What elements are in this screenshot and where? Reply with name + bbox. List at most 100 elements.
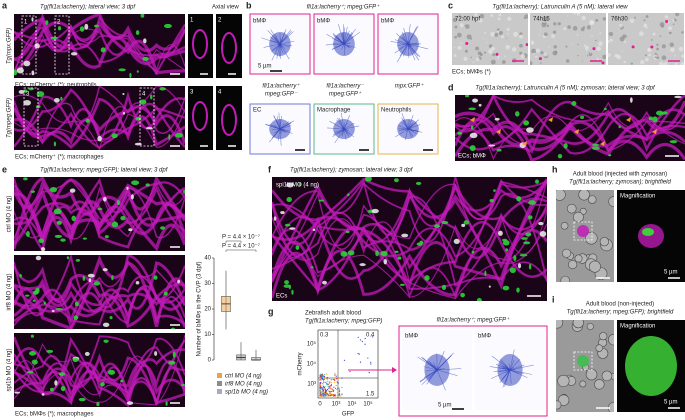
vessel — [455, 112, 685, 152]
image-content — [608, 13, 684, 65]
vessel — [455, 101, 685, 161]
texture — [551, 34, 555, 39]
cell — [93, 281, 100, 286]
image-background — [216, 86, 242, 150]
panel-title: fli1a:lacherry⁺; mpeg:GFP⁺ — [307, 4, 381, 11]
cell — [145, 183, 150, 187]
cell — [60, 96, 63, 101]
texture — [543, 52, 548, 57]
vessel — [14, 86, 185, 150]
cell — [18, 90, 25, 94]
texture — [586, 55, 589, 57]
texture — [543, 16, 548, 22]
vessel — [14, 261, 185, 313]
significance-bracket — [225, 249, 257, 252]
stained-cell — [577, 225, 589, 237]
texture — [535, 48, 540, 53]
event — [326, 392, 328, 394]
cell — [592, 143, 599, 147]
event — [319, 387, 321, 390]
time-label: 76h30 — [611, 17, 628, 23]
panel-title: Axial view — [212, 5, 239, 11]
cell — [165, 401, 168, 406]
cell — [502, 285, 510, 291]
panel-label: a — [2, 0, 8, 10]
cell — [608, 154, 612, 157]
cell — [517, 263, 522, 269]
texture — [584, 45, 589, 50]
texture — [586, 25, 592, 30]
event — [322, 384, 324, 386]
cell — [183, 189, 185, 194]
texture — [465, 24, 470, 29]
texture — [492, 53, 496, 57]
cell — [85, 118, 90, 123]
cell — [472, 98, 478, 103]
vessel — [14, 180, 185, 251]
event — [322, 390, 324, 392]
arrow — [496, 129, 501, 134]
stained-cell — [577, 355, 589, 367]
cell — [383, 258, 388, 265]
cell — [433, 224, 441, 228]
cell — [103, 339, 109, 343]
cell — [521, 237, 528, 240]
event — [367, 357, 369, 359]
texture — [663, 62, 668, 65]
image-label: bMΦ — [405, 334, 418, 340]
event — [329, 386, 331, 388]
blood-cell — [572, 320, 584, 329]
texture — [616, 54, 622, 60]
cell — [488, 144, 496, 147]
vessel — [272, 183, 547, 258]
event — [319, 383, 321, 385]
cell — [58, 372, 66, 376]
event — [357, 352, 359, 355]
vessel — [14, 255, 185, 329]
marker — [538, 57, 542, 61]
gate-title: fli1a:lacherry⁺; mpeg:GFP⁺ — [437, 317, 511, 324]
vessel — [14, 86, 185, 144]
event — [326, 376, 328, 379]
row-label: irf8 MO (4 ng) — [7, 273, 13, 310]
cell — [97, 207, 103, 211]
texture — [504, 55, 507, 58]
texture — [486, 41, 488, 43]
texture — [659, 61, 664, 65]
cell — [286, 196, 293, 203]
panel-title: Tg(fli1a:lacherry; mpeg:GFP); lateral vi… — [40, 168, 169, 174]
cell — [122, 93, 125, 96]
y-tick-label: 10³ — [307, 382, 316, 388]
image — [475, 330, 545, 410]
cell — [168, 360, 176, 365]
cell — [284, 280, 289, 285]
cell — [457, 131, 463, 135]
image-content — [261, 29, 295, 61]
cell — [131, 180, 140, 186]
event — [338, 393, 341, 396]
texture — [501, 60, 506, 64]
y-tick-label: 40 — [204, 256, 211, 262]
cell-body — [333, 119, 355, 139]
blood-cell — [560, 221, 569, 230]
axial-vessel — [221, 104, 237, 136]
blood-cell — [556, 320, 564, 329]
texture — [576, 13, 580, 16]
blood-cell — [594, 379, 605, 390]
event — [333, 394, 335, 396]
texture — [464, 49, 468, 53]
event — [323, 379, 325, 381]
cell — [159, 87, 166, 91]
texture — [602, 54, 606, 60]
vessel — [272, 180, 547, 276]
cell — [102, 322, 110, 327]
event — [329, 381, 331, 383]
image — [14, 255, 185, 329]
significance-bracket — [225, 240, 242, 243]
panel-subtitle: Tg(fli1a:lacherry; mpeg:GFP); brightfiel… — [567, 310, 674, 316]
image — [377, 103, 439, 155]
y-axis-label: mCherry — [298, 352, 304, 375]
vessel — [14, 259, 185, 329]
texture — [608, 31, 614, 37]
cell — [494, 117, 500, 121]
